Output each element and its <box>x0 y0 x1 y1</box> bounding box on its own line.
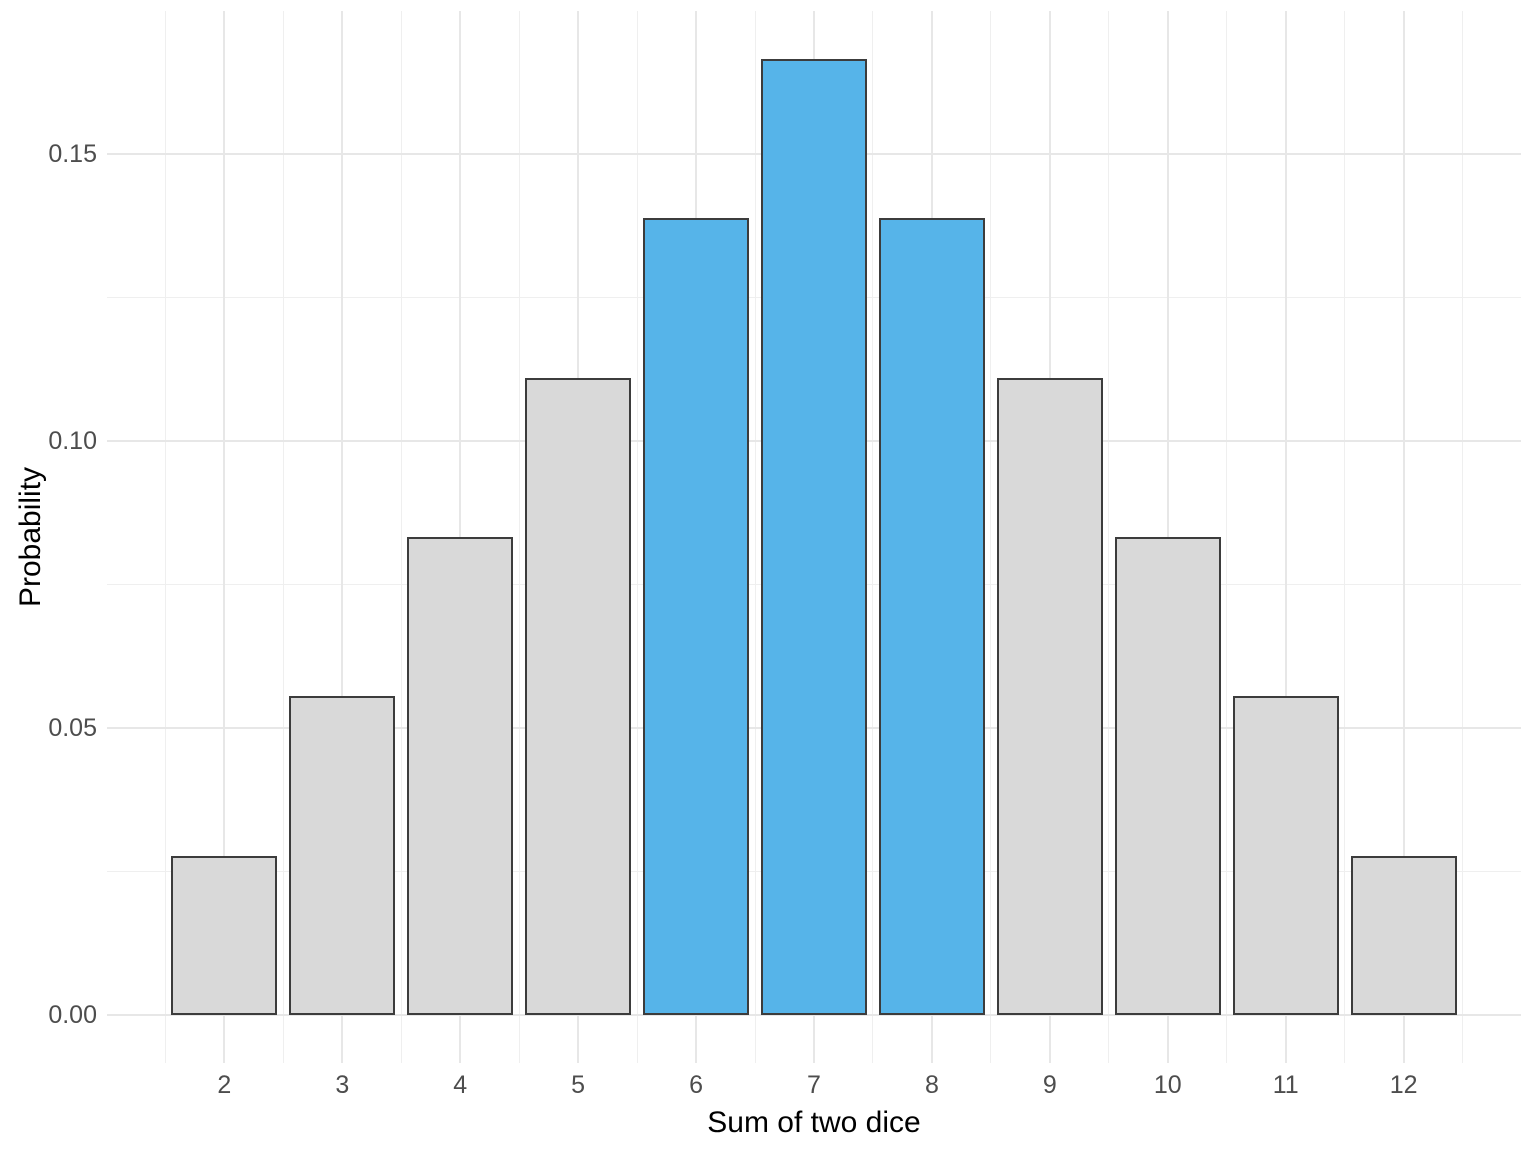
x-tick-label: 6 <box>689 1071 704 1099</box>
gridline-major-vertical <box>223 11 226 1063</box>
x-tick-label: 11 <box>1272 1071 1299 1099</box>
bar-sum-7 <box>760 58 868 1016</box>
x-tick-label: 2 <box>217 1071 232 1099</box>
bar-sum-3 <box>289 696 396 1016</box>
gridline-minor-vertical <box>1344 11 1346 1063</box>
x-tick-label: 3 <box>335 1071 350 1099</box>
y-tick-label: 0.10 <box>48 427 97 456</box>
x-tick-label: 9 <box>1042 1071 1057 1099</box>
x-tick-label: 7 <box>807 1071 821 1099</box>
gridline-minor-vertical <box>1108 11 1110 1063</box>
gridline-major-vertical <box>1284 11 1287 1063</box>
x-tick-label: 4 <box>453 1071 468 1099</box>
gridline-minor-vertical <box>1226 11 1228 1063</box>
gridline-minor-vertical <box>636 11 638 1063</box>
x-tick-label: 10 <box>1153 1071 1182 1099</box>
gridline-minor-vertical <box>400 11 402 1063</box>
y-tick-label: 0.05 <box>48 714 97 743</box>
bar-sum-2 <box>171 855 278 1016</box>
y-axis-title: Probability <box>14 466 47 608</box>
bar-sum-11 <box>1232 696 1339 1016</box>
gridline-minor-vertical <box>1462 11 1464 1063</box>
bar-sum-4 <box>407 537 514 1016</box>
x-tick-label: 8 <box>924 1071 939 1099</box>
gridline-minor-vertical <box>872 11 874 1063</box>
gridline-major-vertical <box>1166 11 1169 1063</box>
bar-sum-9 <box>996 377 1103 1016</box>
gridline-minor-vertical <box>164 11 166 1063</box>
gridline-minor-vertical <box>518 11 520 1063</box>
y-tick-label: 0.15 <box>48 140 97 169</box>
gridline-minor-vertical <box>282 11 284 1063</box>
plot-panel <box>107 11 1521 1063</box>
gridline-minor-vertical <box>754 11 756 1063</box>
bar-sum-6 <box>642 218 750 1016</box>
gridline-major-vertical <box>1402 11 1405 1063</box>
gridline-major-vertical <box>341 11 344 1063</box>
bar-sum-8 <box>878 218 985 1016</box>
x-axis-title: Sum of two dice <box>707 1106 921 1139</box>
y-tick-label: 0.00 <box>48 1001 97 1030</box>
bar-sum-10 <box>1114 537 1221 1016</box>
x-tick-label: 12 <box>1389 1071 1418 1099</box>
x-tick-label: 5 <box>571 1071 586 1099</box>
bar-sum-12 <box>1350 855 1457 1016</box>
bar-sum-5 <box>525 377 632 1016</box>
gridline-minor-vertical <box>990 11 992 1063</box>
gridline-major-vertical <box>459 11 462 1063</box>
